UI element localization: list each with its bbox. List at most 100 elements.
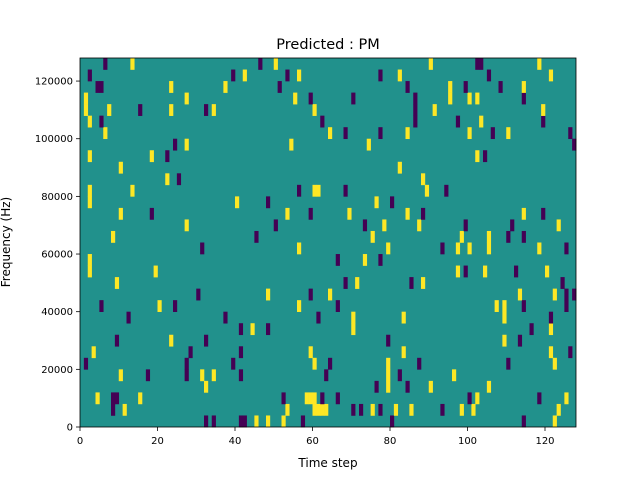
heatmap-cell-low: [378, 69, 383, 82]
heatmap-cell-high: [564, 392, 569, 405]
heatmap-cell-low: [541, 115, 546, 128]
heatmap-cell-high: [417, 219, 422, 232]
heatmap-cell-low: [285, 69, 290, 82]
heatmap-cell-high: [537, 58, 542, 70]
heatmap-cell-high: [157, 300, 162, 312]
x-tick-label: 100: [458, 436, 477, 447]
heatmap-cell-low: [413, 104, 418, 116]
heatmap-cell-high: [308, 346, 313, 359]
heatmap-cell-high: [475, 92, 480, 105]
heatmap-cell-high: [211, 369, 216, 382]
heatmap-cell-low: [351, 92, 356, 105]
y-tick-label: 40000: [41, 307, 73, 318]
heatmap-cell-low: [335, 392, 340, 405]
heatmap-cell-low: [83, 357, 89, 370]
heatmap-cell-low: [316, 311, 321, 324]
heatmap-cell-high: [200, 369, 205, 382]
heatmap-cell-low: [196, 288, 201, 301]
heatmap-cell-high: [374, 196, 379, 209]
x-tick-label: 60: [306, 436, 319, 447]
heatmap-cell-high: [386, 380, 391, 393]
y-tick-label: 80000: [41, 192, 73, 203]
heatmap-cell-high: [521, 81, 526, 93]
heatmap-cell-high: [448, 92, 453, 105]
heatmap-cell-low: [308, 92, 313, 105]
heatmap-cell-high: [467, 242, 472, 255]
heatmap-cell-high: [312, 403, 317, 416]
heatmap-cell-high: [486, 380, 492, 393]
heatmap-cell-low: [238, 346, 244, 359]
heatmap-cell-low: [572, 138, 577, 151]
heatmap-cell-high: [405, 207, 410, 220]
heatmap-cell-low: [541, 207, 546, 220]
heatmap-cell-low: [537, 392, 542, 405]
heatmap-cell-low: [463, 265, 468, 278]
heatmap-cell-high: [397, 69, 402, 82]
heatmap-cell-low: [564, 300, 569, 312]
heatmap-cell-high: [537, 242, 542, 255]
x-axis-label: Time step: [297, 456, 357, 470]
heatmap-cell-high: [103, 127, 108, 140]
heatmap-cell-high: [421, 277, 426, 289]
heatmap-cell-low: [417, 357, 422, 370]
x-tick-label: 120: [535, 436, 554, 447]
heatmap-cell-low: [572, 288, 577, 301]
x-tick-label: 0: [77, 436, 83, 447]
heatmap-cell-high: [486, 230, 492, 243]
y-tick-label: 0: [67, 423, 73, 434]
heatmap-cell-high: [548, 346, 554, 359]
heatmap-cell-high: [455, 242, 461, 255]
heatmap-cell-low: [297, 184, 302, 197]
heatmap-cell-high: [486, 242, 492, 255]
heatmap-cell-high: [386, 369, 391, 382]
heatmap-cell-low: [362, 219, 368, 232]
heatmap-cell-high: [87, 254, 92, 266]
heatmap-cell-low: [204, 334, 209, 347]
heatmap-cell-low: [335, 254, 340, 266]
heatmap-cell-low: [273, 219, 278, 232]
heatmap-cell-high: [169, 104, 174, 116]
heatmap-cell-low: [308, 207, 313, 220]
heatmap-cell-high: [297, 300, 302, 312]
plot-frame: [79, 57, 577, 428]
heatmap-cell-low: [328, 357, 333, 370]
heatmap-cell-high: [169, 81, 174, 93]
y-tick-label: 20000: [41, 365, 73, 376]
heatmap-cell-low: [568, 346, 573, 359]
heatmap-cell-high: [130, 184, 135, 197]
heatmap-cell-low: [386, 334, 391, 347]
heatmap-cell-low: [223, 311, 228, 324]
heatmap-cell-high: [459, 230, 464, 243]
heatmap-cell-high: [87, 265, 92, 278]
heatmap-cell-low: [548, 311, 554, 324]
heatmap-cell-low: [173, 138, 178, 151]
heatmap-cell-low: [173, 300, 178, 312]
heatmap-cell-low: [564, 242, 569, 255]
heatmap-cell-low: [560, 277, 565, 289]
heatmap-cell-low: [103, 58, 108, 70]
heatmap-cell-low: [114, 334, 120, 347]
heatmap-cell-low: [204, 104, 209, 116]
heatmap-cell-high: [471, 403, 476, 416]
heatmap-cell-low: [378, 403, 383, 416]
heatmap-cell-high: [347, 207, 352, 220]
heatmap-cell-low: [238, 415, 244, 428]
heatmap-cell-low: [231, 69, 236, 82]
heatmap-cell-low: [517, 334, 523, 347]
heatmap-cell-high: [475, 150, 480, 163]
heatmap-cell-high: [366, 138, 371, 151]
y-tick-label: 100000: [35, 134, 73, 145]
heatmap-cell-high: [545, 265, 550, 278]
heatmap-cell-low: [266, 196, 271, 209]
heatmap-cell-low: [320, 392, 325, 405]
heatmap-cell-high: [502, 300, 507, 312]
heatmap-cell-low: [463, 219, 468, 232]
heatmap-cell-low: [165, 150, 170, 163]
heatmap-cell-high: [494, 300, 499, 312]
heatmap-cell-low: [467, 392, 472, 405]
heatmap-cell-low: [374, 380, 379, 393]
heatmap-cell-high: [297, 69, 302, 82]
heatmap-cell-high: [87, 196, 92, 209]
heatmap-cell-high: [548, 323, 554, 336]
